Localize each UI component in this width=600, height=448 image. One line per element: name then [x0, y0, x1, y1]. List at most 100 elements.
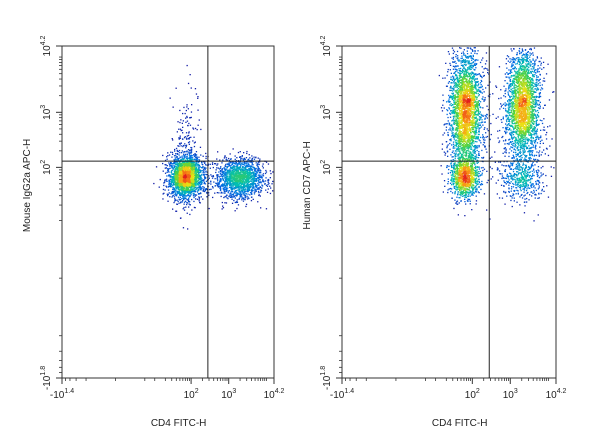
event-dot [170, 193, 172, 195]
event-dot [183, 172, 185, 174]
event-dot [180, 174, 182, 177]
event-dot [234, 187, 236, 189]
event-dot [180, 171, 182, 174]
event-dot [163, 192, 165, 194]
event-dot [197, 193, 200, 195]
event-dot [185, 167, 188, 169]
event-dot [205, 180, 208, 182]
event-dot [178, 166, 180, 168]
event-dot [195, 93, 198, 95]
event-dot [192, 166, 194, 168]
event-dot [245, 164, 247, 166]
event-dot [175, 87, 177, 89]
event-dot [195, 174, 197, 176]
event-dot [238, 197, 241, 199]
event-dot [255, 172, 257, 175]
event-dot [473, 79, 476, 82]
event-dot [168, 174, 170, 176]
event-dot [197, 163, 200, 165]
event-dot [173, 168, 175, 170]
event-dot [471, 142, 473, 144]
event-dot [231, 179, 233, 181]
event-dot [239, 187, 242, 189]
event-dot [265, 169, 267, 172]
event-dot [186, 153, 188, 155]
event-dot [191, 177, 193, 180]
event-dot [203, 188, 205, 190]
event-dot [466, 57, 468, 59]
event-dot [203, 186, 205, 189]
event-dot [228, 159, 230, 162]
event-dot [239, 161, 241, 163]
event-dot [181, 190, 183, 192]
event-dot [224, 155, 226, 157]
event-dot [455, 122, 457, 124]
event-dot [235, 172, 237, 174]
event-dot [239, 190, 241, 193]
event-dot [200, 128, 202, 131]
event-dot [189, 153, 191, 155]
event-dot [440, 107, 443, 109]
event-dot [191, 147, 193, 149]
event-dot [452, 82, 454, 84]
event-dot [196, 167, 198, 170]
event-dot [249, 178, 252, 180]
event-dot [451, 92, 453, 95]
event-dot [198, 179, 200, 181]
event-dot [184, 175, 186, 178]
event-dot [234, 197, 236, 199]
event-dot [225, 174, 227, 176]
event-dot [252, 181, 255, 184]
event-dot [449, 129, 452, 131]
event-dot [242, 186, 245, 188]
event-dot [225, 177, 227, 179]
event-dot [477, 50, 479, 52]
event-dot [195, 157, 198, 159]
event-dot [204, 162, 206, 164]
event-dot [206, 196, 208, 198]
event-dot [236, 166, 238, 168]
event-dot [167, 170, 169, 172]
event-dot [176, 199, 178, 201]
event-dot [196, 176, 198, 178]
event-dot [248, 175, 250, 177]
event-dot [198, 159, 201, 161]
event-dot [192, 188, 194, 191]
event-dot [202, 166, 204, 168]
event-dot [451, 47, 454, 49]
event-dot [236, 170, 238, 172]
event-dot [467, 135, 470, 137]
event-dot [231, 187, 233, 189]
event-dot [194, 177, 196, 179]
event-dot [184, 136, 186, 138]
event-dot [467, 90, 469, 92]
event-dot [260, 172, 262, 174]
event-dot [234, 158, 236, 160]
event-dot [230, 158, 232, 160]
event-dot [242, 181, 244, 183]
event-dot [229, 176, 232, 178]
event-dot [228, 162, 230, 164]
event-dot [465, 73, 467, 75]
event-dot [202, 161, 205, 163]
event-dot [162, 162, 164, 165]
event-dot [481, 66, 483, 68]
event-dot [169, 180, 171, 182]
event-dot [183, 191, 185, 193]
event-dot [235, 177, 237, 179]
event-dot [162, 193, 164, 195]
event-dot [188, 191, 190, 194]
event-dot [194, 165, 197, 167]
event-dot [171, 164, 173, 167]
event-dot [214, 163, 216, 165]
event-dot [236, 189, 238, 191]
event-dot [243, 161, 245, 164]
event-dot [256, 188, 259, 190]
event-dot [186, 166, 188, 168]
event-dot [452, 112, 454, 115]
event-dot [237, 180, 240, 182]
event-dot [158, 186, 160, 188]
event-dot [199, 166, 201, 168]
event-dot [195, 162, 197, 164]
event-dot [172, 188, 174, 190]
